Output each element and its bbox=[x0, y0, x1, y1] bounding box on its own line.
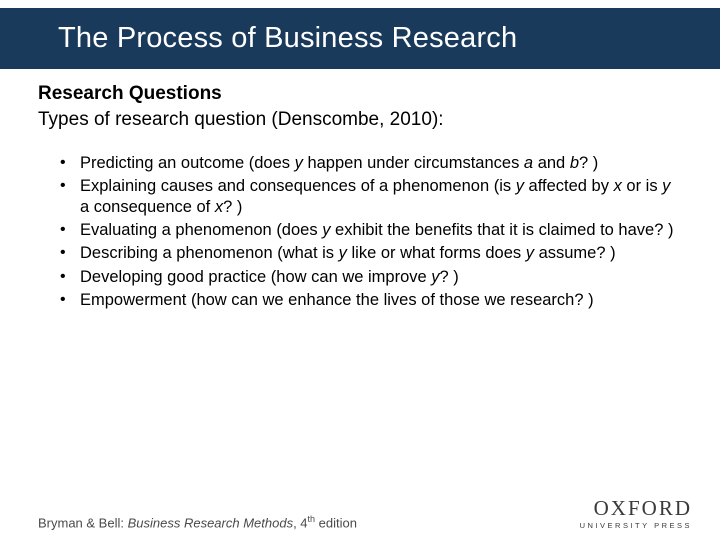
content-area: Research Questions Types of research que… bbox=[0, 69, 720, 311]
section-heading: Research Questions bbox=[38, 83, 682, 105]
list-item: Empowerment (how can we enhance the live… bbox=[38, 290, 682, 311]
footer-citation: Bryman & Bell: Business Research Methods… bbox=[38, 514, 357, 530]
logo-sub: UNIVERSITY PRESS bbox=[580, 521, 692, 530]
slide-title: The Process of Business Research bbox=[58, 22, 720, 55]
logo-main: OXFORD bbox=[580, 498, 692, 519]
list-item: Explaining causes and consequences of a … bbox=[38, 176, 682, 218]
intro-text: Types of research question (Denscombe, 2… bbox=[38, 109, 682, 131]
list-item: Evaluating a phenomenon (does y exhibit … bbox=[38, 220, 682, 241]
footer: Bryman & Bell: Business Research Methods… bbox=[38, 498, 692, 530]
bullet-list: Predicting an outcome (does y happen und… bbox=[38, 153, 682, 311]
list-item: Predicting an outcome (does y happen und… bbox=[38, 153, 682, 174]
title-bar: The Process of Business Research bbox=[0, 8, 720, 69]
list-item: Describing a phenomenon (what is y like … bbox=[38, 243, 682, 264]
publisher-logo: OXFORD UNIVERSITY PRESS bbox=[580, 498, 692, 530]
list-item: Developing good practice (how can we imp… bbox=[38, 267, 682, 288]
